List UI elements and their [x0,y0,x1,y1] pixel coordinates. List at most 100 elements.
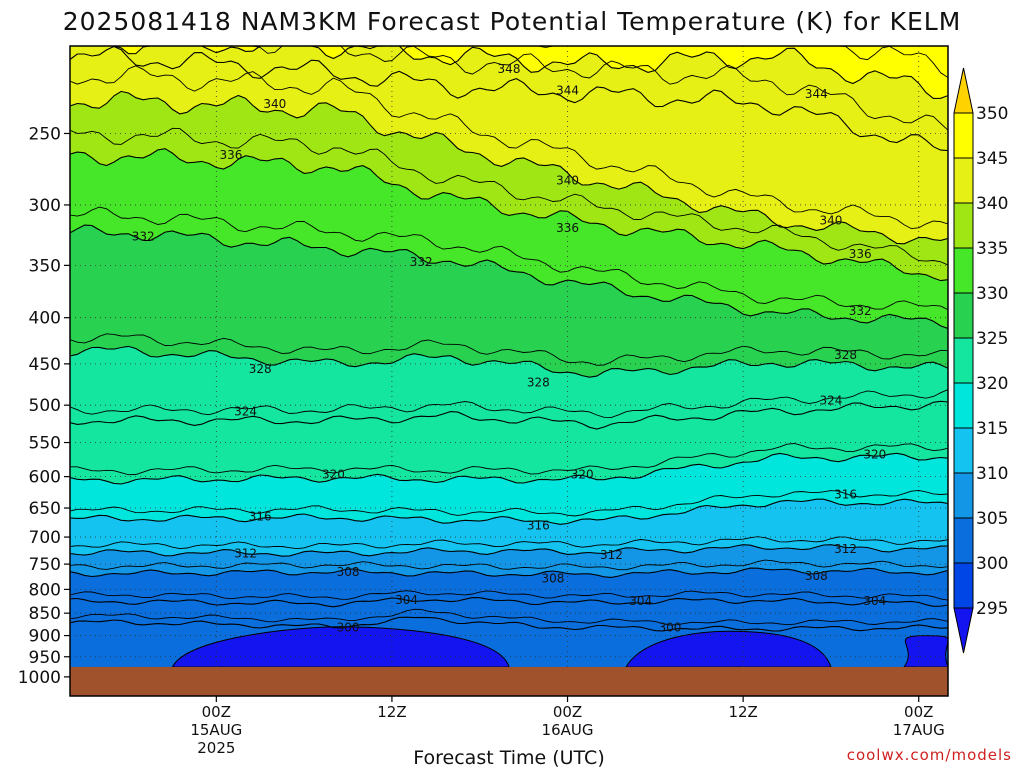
contour-label: 344 [556,83,579,97]
cold-pool-layer [171,626,948,668]
y-tick-label: 300 [29,196,61,216]
x-tick-label: 17AUG [893,721,945,739]
y-tick-label: 250 [29,124,61,144]
colorbar-box [953,382,974,429]
y-tick-label: 400 [29,309,61,329]
contour-line-minor-344 [70,46,948,131]
contour-label: 324 [819,393,842,407]
contour-label: 300 [659,621,682,635]
contour-label: 332 [410,255,433,269]
y-tick-label: 900 [29,627,61,647]
contour-line-minor-332 [70,206,948,311]
contour-label: 308 [805,569,828,583]
contour-line-340 [70,90,948,245]
colorbar-label: 305 [976,509,1008,529]
contour-line-348 [70,46,948,99]
contour-label: 316 [249,509,272,523]
contour-line-minor-340 [70,65,948,230]
cold-pool-1 [625,630,832,668]
x-tick-label: 12Z [377,703,406,721]
colorbar-label: 310 [976,464,1008,484]
contour-label: 312 [834,542,857,556]
contour-line-minor-328 [70,333,948,366]
contour-label: 336 [556,221,579,235]
colorbar-box [953,202,974,249]
colorbar-label: 325 [976,329,1008,349]
contour-label: 336 [849,247,872,261]
x-tick-label: 15AUG [190,721,242,739]
contour-label: 304 [395,593,418,607]
contour-label: 304 [629,594,652,608]
credit-text: coolwx.com/models [847,746,1012,764]
colorbar-box [953,337,974,384]
y-tick-label: 800 [29,580,61,600]
x-tick-label: 12Z [728,703,757,721]
plot-frame [69,45,949,697]
colorbar-box [953,157,974,204]
contour-line-324 [70,400,948,430]
y-axis: 250 300 350 400 450 500 550 600 650 700 750 800 850 9… [18,124,70,688]
contour-label: 340 [819,213,842,227]
contour-line-344 [70,46,948,152]
contour-label: 304 [863,594,886,608]
y-tick-label: 700 [29,528,61,548]
contour-label-layer: 348 340 344 344 336 340 340 332 336 336 332 332 328 3… [132,62,887,635]
contour-label: 340 [263,97,286,111]
contour-label: 336 [220,148,243,162]
contour-line-minor-324 [70,389,948,418]
contour-line-minor-300 [70,608,948,626]
contour-label: 316 [527,519,550,533]
colorbar-label: 340 [976,194,1008,214]
contour-line-336 [70,148,948,282]
colorbar: 295 300 305 310 315 320 325 330 335 340 345 350 [953,67,1008,654]
cold-pool-0 [171,626,510,668]
colorbar-box [953,292,974,339]
contour-label: 328 [249,362,272,376]
contour-label: 344 [805,87,828,101]
contour-label: 320 [322,468,345,482]
colorbar-label: 345 [976,149,1008,169]
contour-label: 332 [132,229,155,243]
contour-line-minor-308 [70,559,948,571]
contour-label: 312 [234,547,257,561]
contour-label: 348 [498,62,521,76]
colorbar-box [953,562,974,609]
y-tick-label: 600 [29,468,61,488]
y-tick-label: 550 [29,434,61,454]
contour-label: 308 [337,565,360,579]
x-tick-label: 00Z [904,703,933,721]
contour-line-304 [70,597,948,608]
contour-label: 312 [600,548,623,562]
x-tick-label: 00Z [553,703,582,721]
y-tick-label: 450 [29,355,61,375]
colorbar-top-arrow [953,67,974,114]
contour-label: 332 [849,304,872,318]
y-tick-label: 500 [29,396,61,416]
contour-line-minor-304 [70,590,948,601]
colorbar-box [953,112,974,159]
contour-label: 316 [834,488,857,502]
colorbar-label: 315 [976,419,1008,439]
y-tick-label: 1000 [18,668,61,688]
colorbar-box [953,247,974,294]
plot-area: 348 340 344 344 336 340 340 332 336 336 332 332 328 3… [70,46,948,696]
x-tick-label: 00Z [202,703,231,721]
x-tick-label: 16AUG [542,721,594,739]
colorbar-box [953,517,974,564]
colorbar-box [953,427,974,474]
cold-pool-2 [903,635,948,668]
contour-label: 340 [556,174,579,188]
colorbar-box [953,472,974,519]
colorbar-label: 350 [976,104,1008,124]
grid-layer [70,46,948,696]
y-tick-label: 350 [29,256,61,276]
contour-line-332 [70,224,948,330]
contour-label: 308 [541,571,564,585]
x-tick-label: 2025 [197,739,235,757]
x-axis-label: Forecast Time (UTC) [413,747,604,768]
contour-label: 324 [234,404,257,418]
fill-layer [70,46,948,696]
y-tick-label: 650 [29,499,61,519]
